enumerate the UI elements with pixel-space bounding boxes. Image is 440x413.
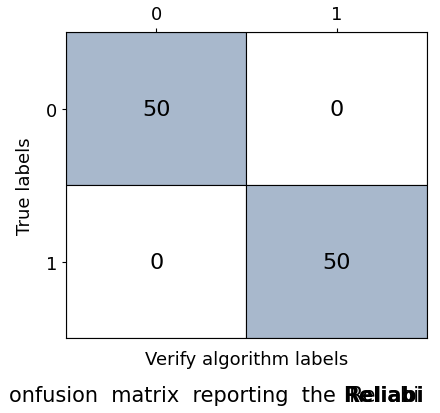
Text: onfusion  matrix  reporting  the  Reliabi: onfusion matrix reporting the Reliabi [9, 385, 419, 405]
X-axis label: Verify algorithm labels: Verify algorithm labels [145, 350, 348, 368]
Text: 0: 0 [330, 100, 344, 119]
Text: 0: 0 [149, 252, 163, 272]
Bar [246, 33, 427, 186]
Bar [66, 186, 246, 339]
Text: Reliabi: Reliabi [343, 385, 424, 405]
Text: 50: 50 [323, 252, 351, 272]
Bar [66, 33, 246, 186]
Bar [246, 186, 427, 339]
Text: 50: 50 [142, 100, 170, 119]
Y-axis label: True labels: True labels [16, 137, 34, 235]
